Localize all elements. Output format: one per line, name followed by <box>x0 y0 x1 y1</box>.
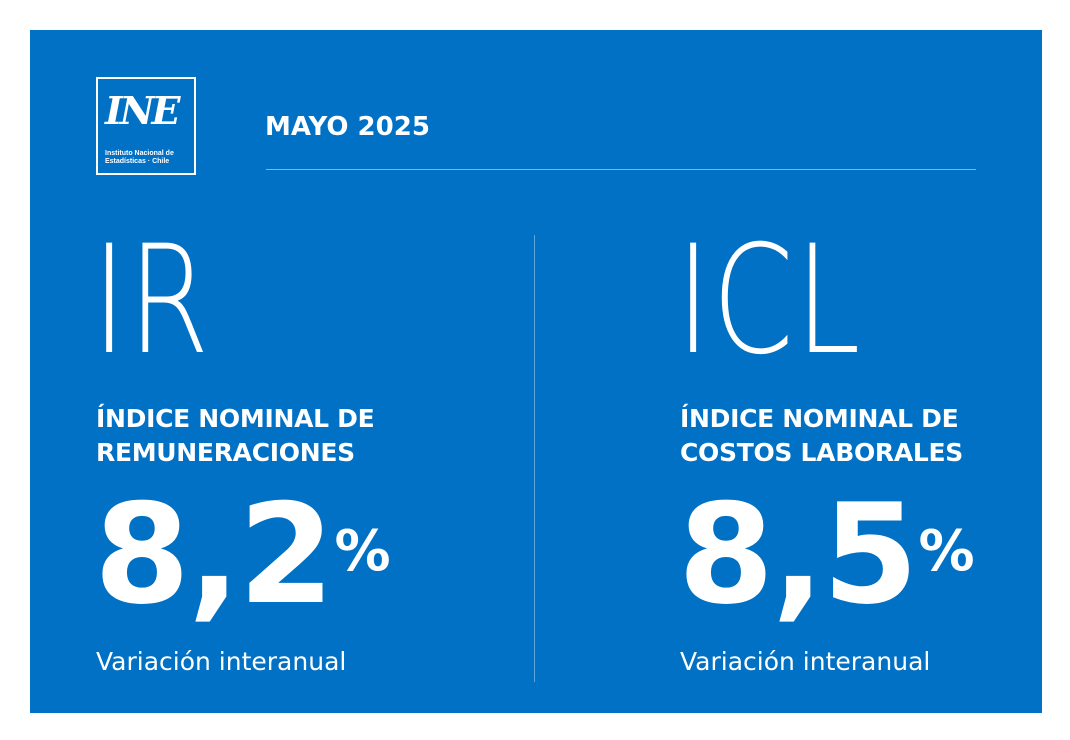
indicator-icl: ICL ÍNDICE NOMINAL DE COSTOS LABORALES 8… <box>676 30 1042 713</box>
indicator-acronym: IR <box>92 214 211 388</box>
ine-logo: INE Instituto Nacional de Estadísticas ·… <box>96 77 196 175</box>
indicator-name: ÍNDICE NOMINAL DE COSTOS LABORALES <box>680 402 963 470</box>
indicator-name-line2: REMUNERACIONES <box>96 438 355 467</box>
logo-caption-line1: Instituto Nacional de <box>105 150 174 157</box>
logo-caption: Instituto Nacional de Estadísticas · Chi… <box>105 150 174 166</box>
indicator-value-number: 8,2 <box>94 474 334 635</box>
indicator-name-line1: ÍNDICE NOMINAL DE <box>680 404 959 433</box>
logo-caption-line2: Estadísticas · Chile <box>105 158 170 165</box>
period-title: MAYO 2025 <box>265 112 430 142</box>
header-divider <box>266 169 976 170</box>
indicator-acronym: ICL <box>676 214 863 388</box>
indicator-name-line2: COSTOS LABORALES <box>680 438 964 467</box>
indicator-value-label: Variación interanual <box>680 647 931 676</box>
column-divider <box>534 235 535 682</box>
indicator-name: ÍNDICE NOMINAL DE REMUNERACIONES <box>96 402 375 470</box>
indicator-value: 8,5% <box>678 486 975 624</box>
logo-mark: INE <box>105 88 181 133</box>
indicator-value-unit: % <box>334 519 391 584</box>
indicator-name-line1: ÍNDICE NOMINAL DE <box>96 404 375 433</box>
indicator-value-number: 8,5 <box>678 474 918 635</box>
indicator-ir: IR ÍNDICE NOMINAL DE REMUNERACIONES 8,2%… <box>92 30 536 713</box>
indicator-value: 8,2% <box>94 486 391 624</box>
indicator-value-unit: % <box>918 519 975 584</box>
infographic-panel: INE Instituto Nacional de Estadísticas ·… <box>30 30 1042 713</box>
indicator-value-label: Variación interanual <box>96 647 347 676</box>
